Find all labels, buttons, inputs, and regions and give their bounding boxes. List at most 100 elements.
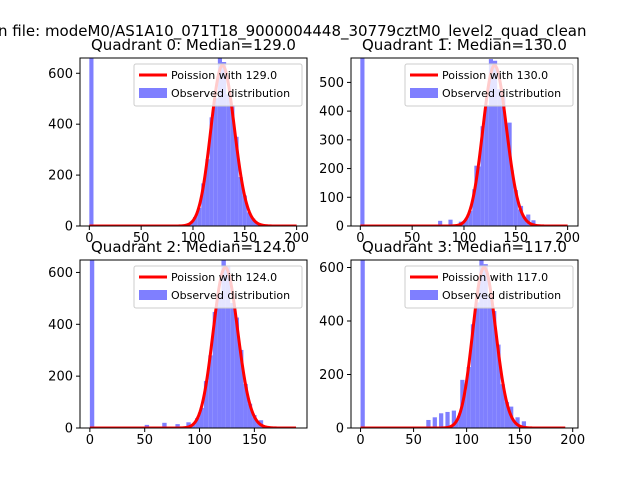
figure-suptitle: n file: modeM0/AS1A10_071T18_9000004448_… [0,22,587,41]
histogram-bar [500,384,505,428]
histogram-bar [225,266,231,428]
x-tick-label: 100 [181,231,206,246]
legend-0: Poission with 129.0 Observed distribution [133,63,303,107]
histogram-bar [212,311,218,428]
legend-bar-swatch [139,88,167,98]
histogram-bar [199,407,204,428]
y-tick-label: 400 [319,105,344,120]
chart-panel-3: 0 50 100 150 200 0 200 400 600 Quadrant 3: Median… [319,238,585,448]
bars-group-0 [89,58,261,226]
histogram-bar [209,117,214,226]
chart-panel-2: 0 50 100 150 0 200 400 600 Quadrant 2: Median=12… [48,238,308,448]
y-tick-label: 200 [319,162,344,177]
histogram-bar [513,422,518,428]
histogram-bar-low [144,424,150,428]
histogram-bar [247,403,253,428]
y-tick-label: 500 [319,76,344,91]
legend-entry-fit: Poission with 130.0 [442,69,548,82]
x-tick-label: 50 [404,231,421,246]
y-tick-label: 400 [48,118,73,133]
histogram-bar [513,190,518,226]
histogram-bar-zero-spike [89,260,95,428]
x-tick-label: 50 [136,433,153,448]
histogram-bar [221,260,226,428]
histogram-bar [479,260,484,428]
histogram-bar [242,195,247,226]
bars-group-2 [89,260,266,428]
y-tick-label: 200 [48,370,73,385]
histogram-bar-low [439,413,444,428]
panel-title: Quadrant 2: Median=124.0 [91,238,296,256]
histogram-bar-low [426,419,431,428]
x-tick-label: 50 [405,433,422,448]
legend-3: Poission with 117.0 Observed distribution [404,265,574,309]
x-tick-label: 200 [560,433,585,448]
y-tick-label: 300 [319,133,344,148]
histogram-bar [192,217,198,226]
histogram-bar-extra [252,415,257,428]
legend-box [133,265,303,309]
histogram-bar [197,207,202,226]
legend-entry-observed: Observed distribution [171,87,290,100]
histogram-bar-low [432,417,437,428]
y-tick-label: 0 [336,422,344,437]
histogram-bar-low [438,220,443,226]
histogram-bar-extra [531,220,536,226]
y-tick-label: 400 [319,314,344,329]
histogram-bar [487,297,493,428]
legend-bar-swatch [410,88,438,98]
histogram-bar [470,324,476,428]
histogram-bar-extra [247,218,253,226]
y-tick-label: 0 [336,220,344,235]
legend-entry-observed: Observed distribution [442,87,561,100]
legend-entry-observed: Observed distribution [171,289,290,302]
histogram-bar [522,216,527,226]
histogram-bar-low [186,422,191,428]
legend-2: Poission with 124.0 Observed distribution [133,265,303,309]
histogram-bar [453,421,459,428]
histogram-bar-low [448,219,453,226]
x-tick-label: 200 [555,231,580,246]
axes-frame [79,259,308,429]
histogram-bar [483,264,488,428]
histogram-bar-low [175,424,180,428]
x-tick-label: 150 [232,231,257,246]
histogram-bar [230,303,235,428]
chart-panel-0: 0 50 100 150 200 0 200 400 600 Quadrant 0: Median… [48,36,309,246]
y-tick-label: 200 [48,169,73,184]
histogram-bar [217,294,222,428]
panel-title: Quadrant 0: Median=129.0 [91,36,296,54]
legend-entry-observed: Observed distribution [442,289,561,302]
histogram-bar [208,355,213,428]
histogram-bar [222,62,227,226]
histogram-bar-extra [243,383,248,428]
histogram-bar [463,218,469,226]
histogram-bar-zero-spike [360,58,365,226]
x-tick-label: 150 [242,433,267,448]
poisson-fit-line [88,63,298,226]
histogram-bar [201,183,206,226]
histogram-bar [230,105,235,226]
legend-box [404,265,574,309]
x-tick-label: 0 [85,231,93,246]
legend-box [133,63,303,107]
x-tick-label: 0 [356,433,364,448]
legend-bar-swatch [139,290,167,300]
histogram-bar-extra [474,165,479,226]
histogram-bar-extra [521,421,527,428]
y-tick-label: 600 [319,261,344,276]
histogram-bar [475,302,480,428]
y-tick-label: 200 [319,368,344,383]
histogram-bar [217,58,223,226]
x-tick-label: 150 [507,433,532,448]
y-tick-label: 100 [319,191,344,206]
axes-frame [350,57,579,227]
histogram-bar [213,98,218,226]
histogram-bar-extra [507,122,512,226]
histogram-bar [501,96,506,226]
x-tick-label: 50 [133,231,150,246]
histogram-bar [505,127,510,226]
histogram-bar [466,367,471,428]
histogram-bar [205,159,210,226]
